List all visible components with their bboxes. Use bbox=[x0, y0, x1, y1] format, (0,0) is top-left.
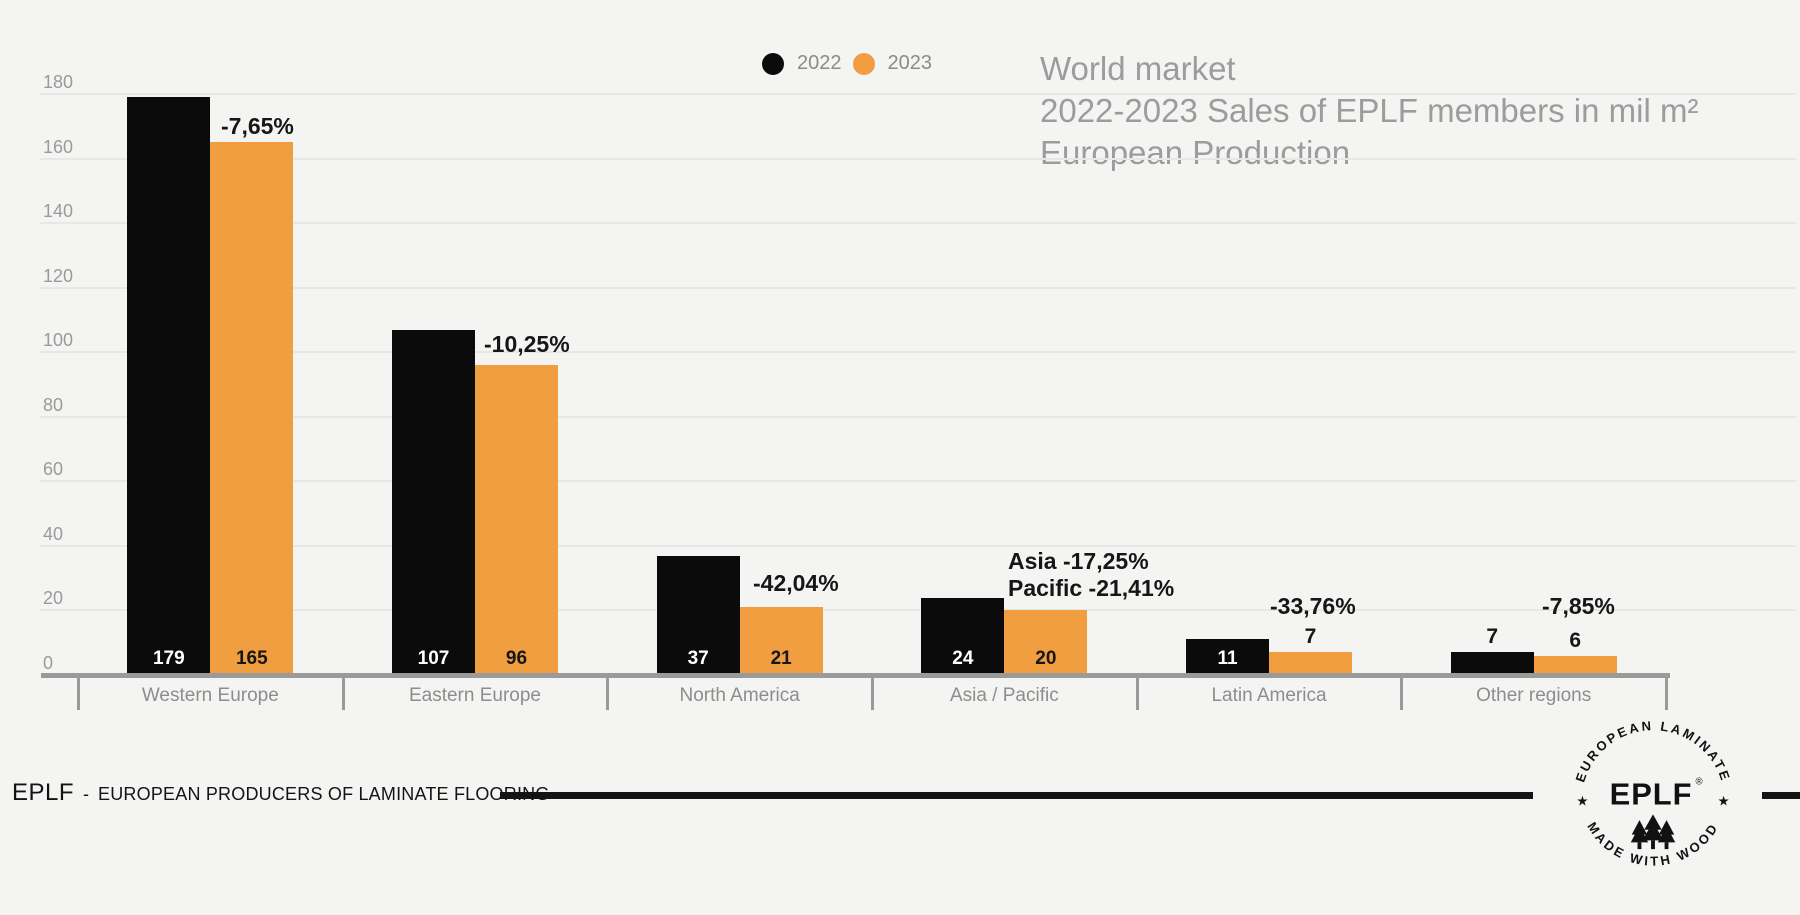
chart-title: World market 2022-2023 Sales of EPLF mem… bbox=[1040, 48, 1800, 174]
chart-title-line-2: 2022-2023 Sales of EPLF members in mil m… bbox=[1040, 92, 1699, 129]
value-label-2023-asia-pacific: 20 bbox=[1035, 647, 1057, 669]
y-axis-label-80: 80 bbox=[43, 394, 64, 415]
value-label-2022-western-europe: 179 bbox=[152, 647, 185, 669]
y-axis-label-180: 180 bbox=[43, 71, 74, 92]
x-axis-label-western-europe: Western Europe bbox=[141, 685, 279, 706]
pct-annotation-3-line-1: Pacific -21,41% bbox=[1008, 575, 1175, 601]
x-axis-label-asia-pacific: Asia / Pacific bbox=[949, 685, 1059, 706]
value-label-2023-north-america: 21 bbox=[770, 647, 792, 669]
pct-annotation-5: -7,85% bbox=[1542, 593, 1615, 620]
bar-2023-eastern-europe: 96 bbox=[475, 365, 558, 675]
value-label-2023-eastern-europe: 96 bbox=[505, 647, 528, 669]
pct-annotation-1-line-0: -10,25% bbox=[484, 331, 570, 357]
bar-2022-western-europe: 179 bbox=[127, 97, 211, 675]
pct-annotation-1: -10,25% bbox=[484, 331, 570, 358]
chart-title-line-3: European Production bbox=[1040, 134, 1351, 171]
footer-caption-text: EUROPEAN PRODUCERS OF LAMINATE FLOORING bbox=[98, 784, 550, 804]
value-label-2023-latin-america: 7 bbox=[1304, 625, 1317, 649]
gridline-120 bbox=[40, 286, 1796, 289]
gridline-60 bbox=[40, 480, 1796, 483]
x-axis-label-latin-america: Latin America bbox=[1211, 685, 1327, 706]
bar-2023-western-europe: 165 bbox=[210, 142, 294, 675]
x-axis-line bbox=[41, 673, 1670, 678]
bar-2022-eastern-europe: 107 bbox=[392, 329, 475, 675]
footer-caption: EPLF - EUROPEAN PRODUCERS OF LAMINATE FL… bbox=[12, 779, 550, 807]
y-axis-label-60: 60 bbox=[43, 459, 64, 480]
bar-2022-latin-america: 11 bbox=[1186, 639, 1269, 675]
pct-annotation-4: -33,76% bbox=[1270, 593, 1356, 620]
value-label-2023-western-europe: 165 bbox=[235, 647, 268, 669]
pct-annotation-0: -7,65% bbox=[221, 113, 294, 140]
y-axis-label-100: 100 bbox=[43, 330, 74, 351]
value-label-2022-other-regions: 7 bbox=[1486, 625, 1499, 649]
eplf-logo: EUROPEAN LAMINATE MADE WITH WOOD ★ ★ EPL… bbox=[1572, 718, 1733, 869]
x-axis-tick-1 bbox=[341, 676, 345, 710]
footer-brand: EPLF bbox=[12, 779, 75, 806]
legend-label-2023: 2023 bbox=[887, 52, 933, 74]
bar-2023-north-america: 21 bbox=[739, 607, 823, 675]
pct-annotation-3-line-0: Asia -17,25% bbox=[1008, 548, 1149, 574]
y-axis-label-140: 140 bbox=[43, 201, 74, 222]
y-axis-label-160: 160 bbox=[43, 136, 74, 157]
value-label-2023-other-regions: 6 bbox=[1569, 628, 1582, 652]
gridline-80 bbox=[40, 415, 1796, 418]
bar-2023-asia-pacific: 20 bbox=[1004, 610, 1088, 675]
bar-2022-north-america: 37 bbox=[656, 555, 740, 675]
legend: 2022 2023 bbox=[762, 52, 932, 75]
pct-annotation-3: Asia -17,25% Pacific -21,41% bbox=[1008, 548, 1174, 602]
legend-item-2022: 2022 bbox=[762, 52, 842, 75]
gridline-20 bbox=[40, 609, 1796, 612]
bar-2022-asia-pacific: 24 bbox=[921, 597, 1005, 675]
pct-annotation-2: -42,04% bbox=[753, 570, 839, 597]
gridline-180 bbox=[40, 92, 1796, 95]
footer-rule bbox=[500, 792, 1533, 799]
gridline-160 bbox=[40, 157, 1796, 160]
gridline-100 bbox=[40, 351, 1796, 354]
gridline-40 bbox=[40, 544, 1796, 547]
legend-marker-2022-icon bbox=[762, 52, 784, 75]
y-axis-label-120: 120 bbox=[43, 265, 74, 286]
x-axis-label-north-america: North America bbox=[679, 685, 800, 706]
value-label-2022-latin-america: 11 bbox=[1217, 647, 1238, 669]
y-axis-label-0: 0 bbox=[43, 653, 54, 673]
x-axis-tick-2 bbox=[606, 676, 610, 710]
x-axis-label-other-regions: Other regions bbox=[1476, 685, 1592, 706]
footer-separator: - bbox=[83, 784, 90, 804]
logo-star-right-icon: ★ bbox=[1718, 794, 1730, 809]
bar-2023-other-regions bbox=[1533, 655, 1617, 675]
logo-registered-mark: ® bbox=[1696, 776, 1703, 787]
value-label-2022-eastern-europe: 107 bbox=[417, 647, 450, 669]
x-axis-label-eastern-europe: Eastern Europe bbox=[408, 685, 541, 706]
logo-arc-top: EUROPEAN LAMINATE bbox=[1572, 718, 1733, 784]
logo-wordmark: EPLF bbox=[1610, 777, 1693, 812]
chart-title-line-1: World market bbox=[1040, 50, 1236, 87]
pct-annotation-0-line-0: -7,65% bbox=[221, 113, 294, 139]
legend-item-2023: 2023 bbox=[852, 52, 933, 75]
pct-annotation-4-line-0: -33,76% bbox=[1270, 593, 1356, 619]
logo-trees-icon bbox=[1630, 814, 1676, 850]
x-axis-tick-6 bbox=[1665, 676, 1669, 710]
pct-annotation-5-line-0: -7,85% bbox=[1542, 593, 1615, 619]
footer-rule-right-segment bbox=[1762, 792, 1800, 799]
value-label-2022-north-america: 37 bbox=[687, 647, 709, 669]
x-axis-tick-3 bbox=[871, 676, 874, 710]
y-axis-label-20: 20 bbox=[43, 588, 64, 609]
bar-2022-other-regions bbox=[1450, 652, 1534, 675]
legend-label-2022: 2022 bbox=[797, 52, 842, 74]
value-label-2022-asia-pacific: 24 bbox=[952, 647, 974, 669]
y-axis-label-40: 40 bbox=[43, 523, 64, 544]
x-axis-tick-4 bbox=[1135, 676, 1139, 710]
x-axis-tick-0 bbox=[77, 676, 80, 710]
pct-annotation-2-line-0: -42,04% bbox=[753, 570, 839, 596]
bar-2023-latin-america bbox=[1269, 652, 1352, 675]
gridline-140 bbox=[40, 222, 1796, 225]
logo-star-left-icon: ★ bbox=[1576, 794, 1588, 809]
x-axis-tick-5 bbox=[1400, 676, 1404, 710]
legend-marker-2023-icon bbox=[852, 52, 875, 75]
